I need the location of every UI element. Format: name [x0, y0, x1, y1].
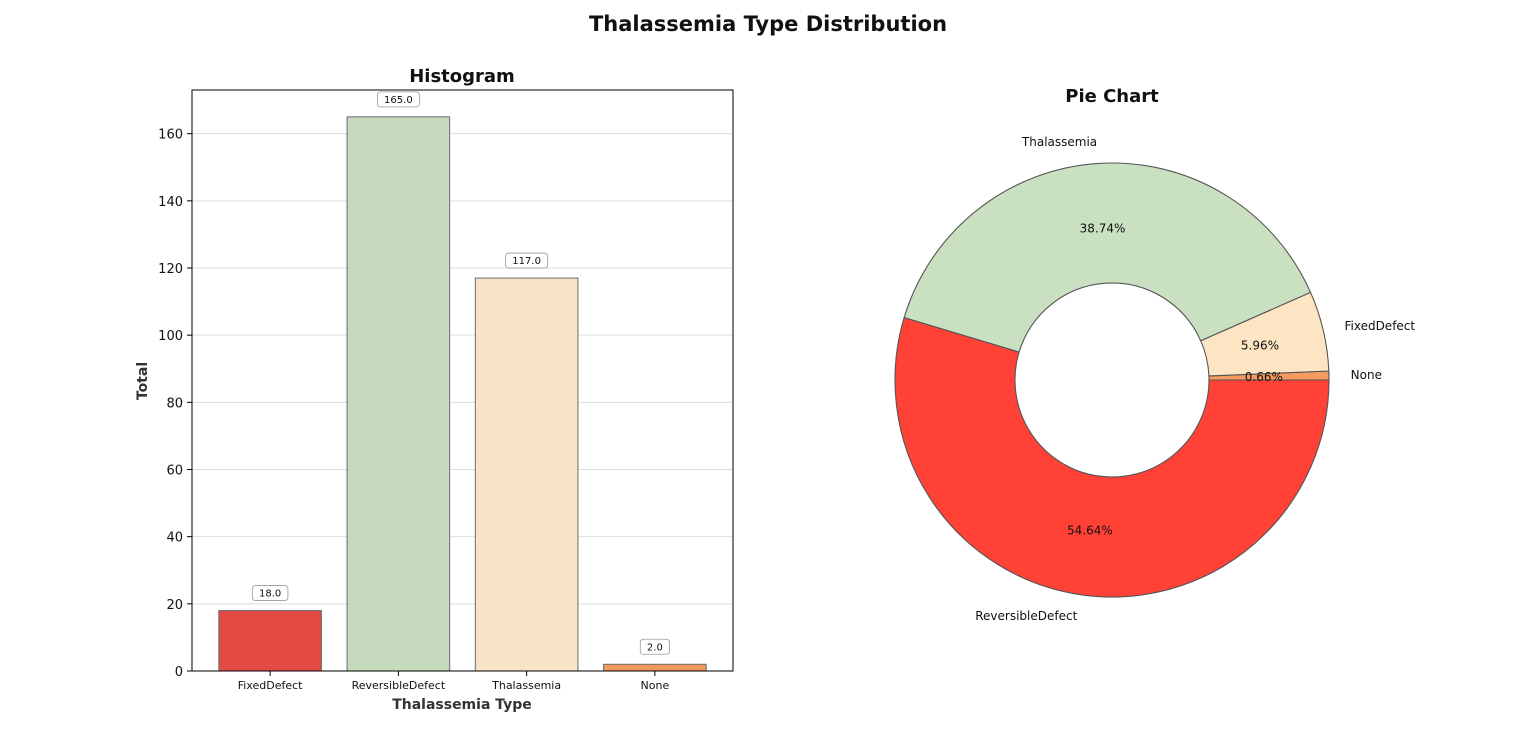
bar-none	[603, 663, 707, 672]
data-label: 165.0	[384, 95, 413, 106]
pie-percent-label: 54.64%	[1067, 523, 1113, 537]
y-tick-label: 160	[158, 128, 183, 143]
pie-wedges	[894, 162, 1330, 598]
pie-category-label: FixedDefect	[1344, 319, 1415, 333]
data-label-box	[639, 638, 670, 655]
y-tick-label: 0	[175, 665, 183, 680]
y-tick-label: 20	[166, 598, 183, 613]
pie-category-label: None	[1351, 368, 1382, 382]
pie-title: Pie Chart	[1065, 86, 1159, 107]
y-tick-label: 100	[158, 329, 183, 344]
histogram-data-labels: 18.0 165.0 117.0 2.0	[251, 91, 670, 655]
y-tick-label: 120	[158, 262, 183, 277]
pie-category-label: ReversibleDefect	[975, 609, 1077, 623]
bar-reversibledefect	[346, 116, 451, 672]
bar-thalassemia	[474, 277, 579, 672]
data-label: 117.0	[512, 256, 541, 267]
histogram-y-ticks: 0 20 40 60 80 100 120 140 160	[158, 128, 192, 680]
data-label-box	[251, 585, 289, 601]
histogram-bars	[218, 116, 707, 672]
histogram-title: Histogram	[409, 66, 515, 87]
wedge-thalassemia	[903, 162, 1312, 353]
data-label-box	[376, 91, 420, 108]
y-tick-label: 40	[166, 531, 183, 546]
histogram-plot-frame	[191, 89, 734, 672]
pie-percent-label: 0.66%	[1245, 370, 1283, 384]
x-tick-label: None	[641, 679, 670, 692]
pie-panel: Pie Chart None 0.66% FixedDefect 5.96% Thala…	[894, 86, 1415, 623]
y-tick-label: 80	[166, 396, 183, 411]
y-tick-label: 140	[158, 195, 183, 210]
pie-labels: None 0.66% FixedDefect 5.96% Thalassemia 38.7…	[975, 135, 1415, 623]
histogram-panel: Histogram 0 20 40 60 80 100 120 140 160 FixedDef…	[135, 66, 734, 713]
data-label: 2.0	[647, 642, 663, 653]
histogram-x-ticks: FixedDefect ReversibleDefect Thalassemia No…	[238, 671, 670, 692]
wedge-reversibledefect	[894, 316, 1330, 598]
data-label: 18.0	[259, 589, 281, 600]
bar-fixeddefect	[218, 610, 322, 672]
x-tick-label: FixedDefect	[238, 679, 303, 692]
x-tick-label: ReversibleDefect	[352, 679, 446, 692]
pie-category-label: Thalassemia	[1021, 135, 1097, 149]
histogram-y-axis-label: Total	[135, 362, 151, 400]
data-label-box	[505, 252, 549, 269]
figure-title: Thalassemia Type Distribution	[589, 12, 947, 36]
pie-percent-label: 5.96%	[1241, 339, 1279, 353]
y-tick-label: 60	[166, 463, 183, 478]
pie-percent-label: 38.74%	[1080, 221, 1126, 235]
x-tick-label: Thalassemia	[491, 679, 561, 692]
histogram-x-axis-label: Thalassemia Type	[392, 697, 532, 713]
histogram-gridlines	[192, 133, 733, 605]
